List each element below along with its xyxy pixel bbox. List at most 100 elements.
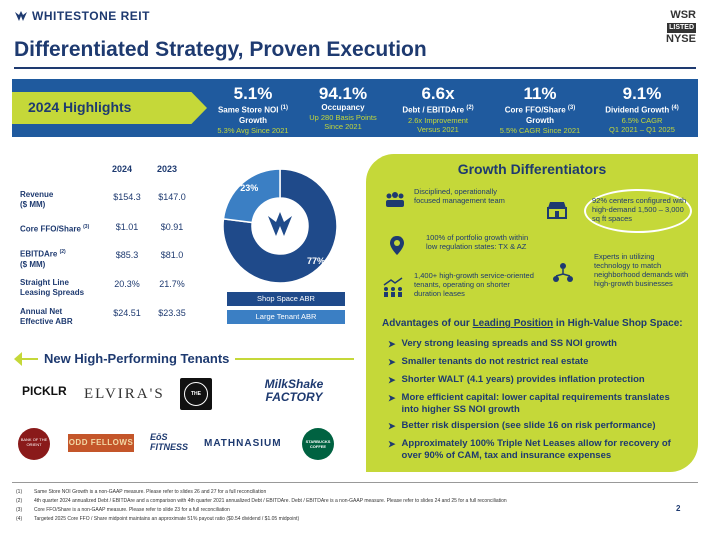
ticker: WSR — [670, 9, 696, 21]
pie-label-large-tenant: 23% — [240, 183, 258, 193]
tenant-logo-starbucks-seal: STARBUCKS COFFEE — [302, 428, 334, 460]
exchange: NYSE — [666, 33, 696, 45]
value-2023: $23.35 — [158, 308, 186, 318]
advantage-bullet: ➤ Better risk dispersion (see slide 16 on… — [388, 420, 656, 431]
col-header-2024: 2024 — [112, 164, 133, 174]
footnote-divider — [12, 482, 698, 483]
tenant-logo-odd-fellows: ODD FELLOWS — [68, 434, 134, 452]
metric-sub: 5.5% CAGR Since 2021 — [499, 125, 581, 135]
advantage-bullet: ➤ Smaller tenants do not restrict real es… — [388, 356, 589, 367]
metric-label: Occupancy — [321, 103, 365, 112]
metric-value: 94.1% — [318, 84, 368, 103]
metric-sub-2: Since 2021 — [324, 122, 362, 131]
advantages-heading: Advantages of our Leading Position in Hi… — [382, 318, 683, 329]
page-title: Differentiated Strategy, Proven Executio… — [14, 38, 427, 61]
footnote-number: (2) — [16, 498, 23, 504]
growth-people-icon — [383, 277, 403, 297]
network-icon — [553, 263, 573, 282]
footnote-text: 4th quarter 2024 annualized Debt / EBITD… — [34, 498, 507, 504]
storefront-icon — [547, 202, 567, 219]
col-header-2023: 2023 — [157, 164, 178, 174]
logo-text: WHITESTONE REIT — [32, 9, 150, 23]
tenant-logo-eos: EōS FITNESS — [150, 432, 189, 452]
metric-sub: 5.3% Avg Since 2021 — [217, 125, 289, 135]
footnote-text: Core FFO/Share is a non-GAAP measure. Pl… — [34, 507, 230, 513]
footnote-number: (1) — [16, 489, 23, 495]
advantage-bullet: ➤ Shorter WALT (4.1 years) provides infla… — [388, 374, 645, 385]
metric-label: Core FFO/Share (3) — [504, 105, 576, 115]
tenant-logo-elviras: ELVIRA'S — [84, 386, 165, 402]
metric-sub: Up 280 Basis Points — [309, 113, 377, 122]
metric-occupancy: 94.1% Occupancy Up 280 Basis Points Sinc… — [300, 84, 386, 131]
whitestone-logo-icon — [15, 11, 27, 21]
tenant-logo-mathnasium: MATHNASIUM — [204, 438, 282, 449]
growth-item-centers: 92% centers configured with high-demand … — [592, 196, 687, 223]
chevron-right-icon: ➤ — [388, 375, 396, 385]
pie-slice-shop-space — [222, 168, 338, 284]
nyse-badge: WSR LISTED NYSE — [654, 9, 696, 45]
advantage-bullet: ➤ Very strong leasing spreads and SS NOI … — [388, 338, 617, 349]
chevron-right-icon: ➤ — [388, 393, 396, 403]
value-2023: $147.0 — [158, 192, 186, 202]
row-label-revenue: Revenue ($ MM) — [20, 190, 54, 209]
metric-core-ffo: 11% Core FFO/Share (3) Growth 5.5% CAGR … — [490, 84, 590, 135]
footnote-number: (4) — [16, 516, 23, 522]
legend-shop-space: Shop Space ABR — [227, 292, 345, 306]
growth-item-states: 100% of portfolio growth within low regu… — [426, 233, 529, 251]
metric-value: 9.1% — [622, 84, 662, 103]
footnote-text: Same Store NOI Growth is a non-GAAP meas… — [34, 489, 267, 495]
tenant-logo-picklr: PICKLR — [22, 384, 67, 398]
row-label-ebitdare: EBITDAre (2) ($ MM) — [20, 249, 66, 269]
footnote-text: Targeted 2025 Core FFO / Share midpoint … — [34, 516, 300, 522]
metric-label-2: Growth — [526, 115, 554, 125]
value-2024: $154.3 — [113, 192, 141, 202]
metric-same-store-noi: 5.1% Same Store NOI (1) Growth 5.3% Avg … — [208, 84, 298, 135]
value-2024: $85.3 — [115, 250, 139, 260]
pie-label-shop-space: 77% — [307, 256, 325, 266]
advantage-bullet: ➤ Approximately 100% Triple Net Leases al… — [388, 438, 671, 461]
tenant-logo-tobe: THE TOBE — [184, 382, 208, 419]
value-2024: 20.3% — [114, 279, 140, 289]
tenant-logo-bank-orient-seal: BANK OF THE ORIENT — [18, 428, 50, 460]
tenants-title: New High-Performing Tenants — [38, 351, 236, 366]
metric-sub-2: Versus 2021 — [417, 124, 459, 134]
team-icon — [386, 192, 404, 207]
title-divider — [14, 67, 696, 69]
value-2023: 21.7% — [159, 279, 185, 289]
growth-item-technology: Experts in utilizing technology to match… — [594, 252, 689, 288]
value-2023: $0.91 — [160, 222, 184, 232]
legend-large-tenant: Large Tenant ABR — [227, 310, 345, 324]
row-label-leasing-spreads: Straight Line Leasing Spreads — [20, 278, 85, 297]
page-number: 2 — [676, 504, 681, 513]
map-pin-icon — [390, 236, 404, 255]
growth-item-management: Disciplined, operationally focused manag… — [414, 187, 505, 205]
highlights-label-arrow: 2024 Highlights — [12, 92, 207, 124]
growth-title: Growth Differentiators — [457, 161, 607, 177]
highlight-oval — [584, 189, 692, 233]
metric-label: Debt / EBITDAre (2) — [402, 105, 474, 115]
tenant-logo-starbucks: STARBUCKS COFFEE — [305, 439, 331, 449]
pie-slice-large-tenant — [222, 168, 281, 224]
row-label-core-ffo: Core FFO/Share (3) — [20, 224, 90, 234]
metric-value: 11% — [523, 84, 557, 103]
metric-label: Same Store NOI (1) — [217, 105, 289, 115]
metric-label-2: Growth — [239, 115, 267, 125]
chevron-right-icon: ➤ — [388, 421, 396, 431]
growth-item-tenants: 1,400+ high-growth service-oriented tena… — [414, 271, 534, 298]
highlights-label: 2024 Highlights — [28, 99, 132, 115]
center-logo-icon — [268, 212, 292, 236]
tenant-logo-milkshake: MilkShake FACTORY — [264, 377, 324, 404]
metric-dividend-growth: 9.1% Dividend Growth (4) 6.5% CAGR Q1 20… — [594, 84, 690, 134]
metric-label: Dividend Growth (4) — [605, 105, 679, 115]
company-logo: WHITESTONE REIT — [14, 9, 150, 23]
value-2023: $81.0 — [160, 250, 184, 260]
chevron-right-icon: ➤ — [388, 339, 396, 349]
metric-sub: 6.5% CAGR — [621, 115, 663, 125]
metric-value: 5.1% — [233, 84, 273, 103]
metric-sub-2: Q1 2021 – Q1 2025 — [609, 124, 675, 134]
chevron-right-icon: ➤ — [388, 439, 396, 449]
abr-donut-chart: 77% 23% — [222, 168, 338, 284]
listed-label: LISTED — [667, 23, 696, 33]
metric-value: 6.6x — [421, 84, 455, 103]
value-2024: $1.01 — [115, 222, 139, 232]
